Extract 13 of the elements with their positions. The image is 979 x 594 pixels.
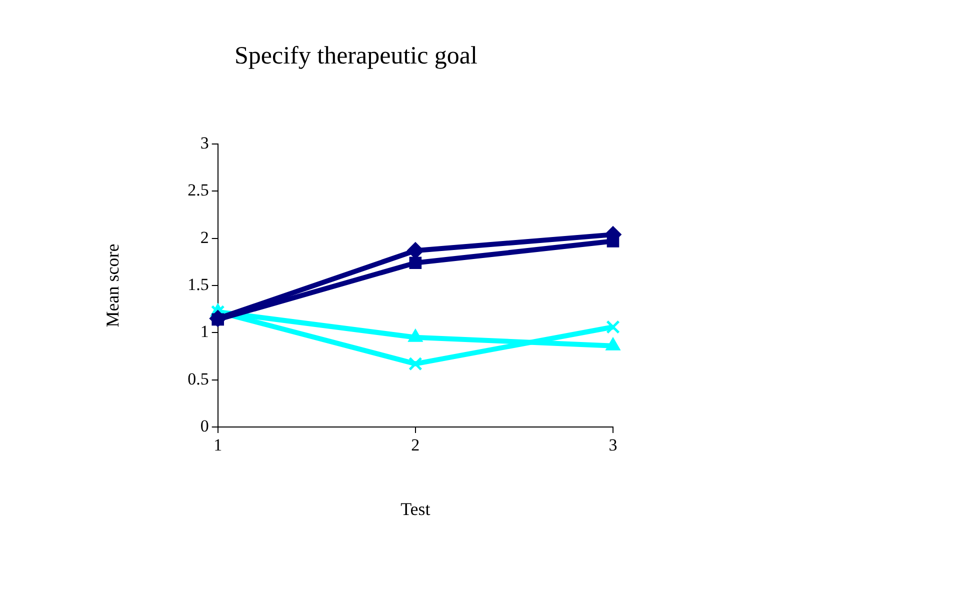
chart-title: Specify therapeutic goal [234, 42, 478, 70]
y-tick-label: 3 [200, 133, 209, 152]
x-tick-label: 3 [608, 436, 618, 455]
x-tick-label: 1 [214, 436, 222, 455]
y-tick-label: 1 [200, 322, 209, 342]
y-tick-label: 0 [200, 416, 209, 436]
y-tick-label: 1.5 [188, 274, 209, 294]
x-axis-title: Test [400, 498, 430, 519]
y-tick-label: 2.5 [188, 180, 209, 200]
y-axis-title: Mean score [102, 244, 123, 328]
y-tick-label: 2 [200, 228, 209, 247]
y-tick-label: 0.5 [188, 369, 209, 388]
x-tick-label: 2 [411, 436, 420, 455]
